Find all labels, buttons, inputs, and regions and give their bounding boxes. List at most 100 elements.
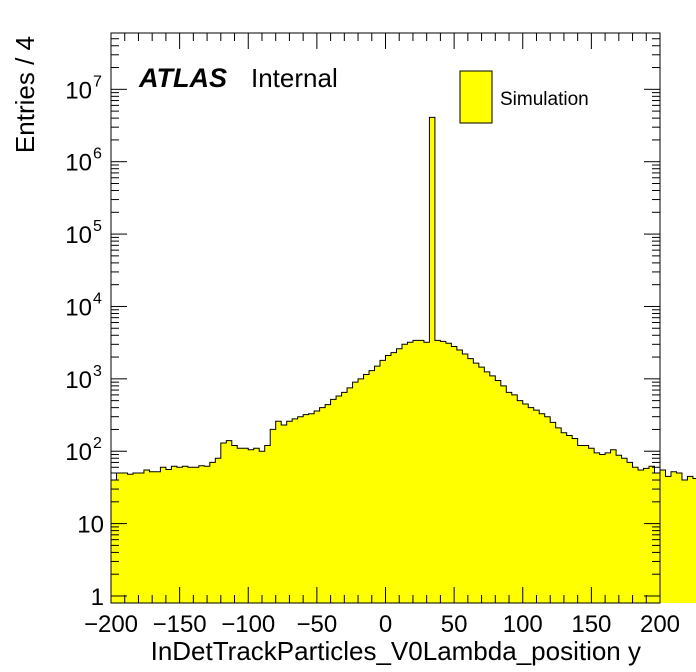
histogram-bar bbox=[259, 451, 265, 603]
histogram-bar bbox=[407, 342, 413, 603]
histogram-bar bbox=[495, 380, 501, 603]
x-axis-label: InDetTrackParticles_V0Lambda_position y bbox=[151, 636, 641, 666]
x-tick-label: −100 bbox=[221, 611, 275, 638]
histogram-bar bbox=[154, 471, 161, 603]
histogram-bar bbox=[204, 466, 210, 603]
histogram-bar bbox=[489, 375, 496, 603]
histogram-bars bbox=[111, 117, 696, 604]
y-tick-label: 10 bbox=[65, 150, 92, 177]
y-tick-label: 1 bbox=[91, 584, 104, 611]
histogram-bar bbox=[555, 427, 562, 603]
histogram-bar bbox=[544, 416, 551, 603]
histogram-bar bbox=[681, 480, 688, 603]
histogram-bar bbox=[308, 413, 315, 603]
histogram-bar bbox=[363, 374, 370, 603]
histogram-bar bbox=[187, 467, 194, 603]
histogram-bar bbox=[522, 403, 529, 603]
histogram-bar bbox=[209, 462, 216, 603]
histogram-bar bbox=[193, 467, 199, 603]
legend: Simulation bbox=[459, 70, 589, 124]
histogram-bar bbox=[330, 399, 337, 603]
histogram-bar bbox=[594, 452, 600, 603]
histogram-bar bbox=[182, 466, 188, 603]
histogram-bar bbox=[412, 340, 419, 603]
histogram-bar bbox=[533, 410, 540, 603]
histogram-bar bbox=[132, 473, 139, 603]
histogram-bar bbox=[692, 478, 696, 603]
histogram-bar bbox=[577, 445, 584, 603]
histogram-bar bbox=[297, 416, 304, 603]
y-axis-label: Entries / 4 bbox=[10, 36, 40, 153]
histogram-bar bbox=[539, 413, 545, 603]
histogram-bar bbox=[319, 407, 326, 603]
histogram-bar bbox=[654, 473, 660, 603]
histogram-bar bbox=[473, 363, 479, 603]
histogram-bar bbox=[385, 355, 391, 603]
histogram-bar bbox=[336, 395, 342, 603]
histogram-bar bbox=[434, 340, 441, 603]
histogram-bar bbox=[467, 358, 474, 603]
histogram-bar bbox=[303, 414, 309, 603]
y-tick-label: 10 bbox=[65, 77, 92, 104]
histogram-bar bbox=[462, 354, 468, 603]
histogram-bar bbox=[226, 440, 232, 603]
histogram-bar bbox=[445, 343, 452, 603]
histogram-bar bbox=[511, 394, 518, 603]
histogram-bar bbox=[286, 421, 293, 603]
histogram-bar bbox=[451, 346, 457, 603]
histogram-bar bbox=[281, 425, 287, 603]
histogram-bar bbox=[506, 392, 512, 603]
histogram-bar bbox=[242, 448, 249, 603]
histogram-bar bbox=[616, 455, 622, 603]
histogram-bar bbox=[275, 421, 282, 603]
histogram-bar bbox=[121, 473, 128, 603]
x-axis-tick-labels: −200 −150 −100 −50 0 50 100 150 200 bbox=[84, 611, 680, 638]
histogram-bar bbox=[401, 344, 408, 603]
histogram-bar bbox=[478, 367, 485, 603]
y-tick-label-exponent: 7 bbox=[93, 73, 102, 90]
histogram-bar bbox=[605, 452, 611, 603]
histogram-bar bbox=[660, 470, 666, 603]
histogram-bar bbox=[165, 469, 172, 603]
y-tick-label-exponent: 4 bbox=[93, 290, 102, 307]
histogram-bar bbox=[583, 445, 589, 603]
histogram-bar bbox=[380, 360, 386, 603]
y-tick-label-exponent: 6 bbox=[93, 146, 102, 163]
histogram-bar bbox=[116, 473, 122, 603]
histogram-bar bbox=[649, 466, 655, 603]
histogram-bar bbox=[270, 429, 276, 603]
histogram-bar bbox=[610, 449, 617, 603]
histogram-bar bbox=[314, 410, 320, 603]
histogram-bar bbox=[111, 480, 117, 603]
internal-label: Internal bbox=[251, 63, 338, 93]
y-tick-label-exponent: 5 bbox=[93, 218, 102, 235]
histogram-bar bbox=[572, 438, 578, 603]
histogram-bar bbox=[215, 458, 221, 603]
histogram-bar bbox=[418, 340, 424, 603]
histogram-bar bbox=[176, 467, 183, 603]
histogram-bar bbox=[347, 387, 353, 603]
legend-label: Simulation bbox=[500, 89, 589, 110]
y-tick-label: 10 bbox=[65, 367, 92, 394]
histogram-bar bbox=[396, 348, 402, 603]
y-axis-ticks bbox=[111, 32, 660, 597]
histogram-bar bbox=[341, 392, 348, 603]
histogram-bar bbox=[143, 470, 150, 603]
histogram-bar bbox=[149, 471, 155, 603]
histogram-bar bbox=[638, 470, 644, 603]
histogram-bar bbox=[423, 342, 430, 603]
histogram-bar bbox=[237, 448, 243, 603]
histogram-outline bbox=[110, 116, 696, 603]
x-tick-label: 0 bbox=[379, 611, 392, 638]
histogram-bar bbox=[369, 370, 375, 603]
x-tick-label: −150 bbox=[153, 611, 207, 638]
histogram-bar bbox=[632, 467, 639, 603]
histogram-bar bbox=[687, 476, 693, 603]
histogram-bar bbox=[670, 471, 677, 603]
histogram-bar bbox=[231, 445, 238, 603]
histogram-bar bbox=[358, 378, 364, 603]
x-tick-label: −200 bbox=[84, 611, 138, 638]
histogram-bar bbox=[566, 435, 573, 603]
histogram-bar bbox=[440, 341, 446, 603]
histogram-bar bbox=[292, 418, 298, 603]
